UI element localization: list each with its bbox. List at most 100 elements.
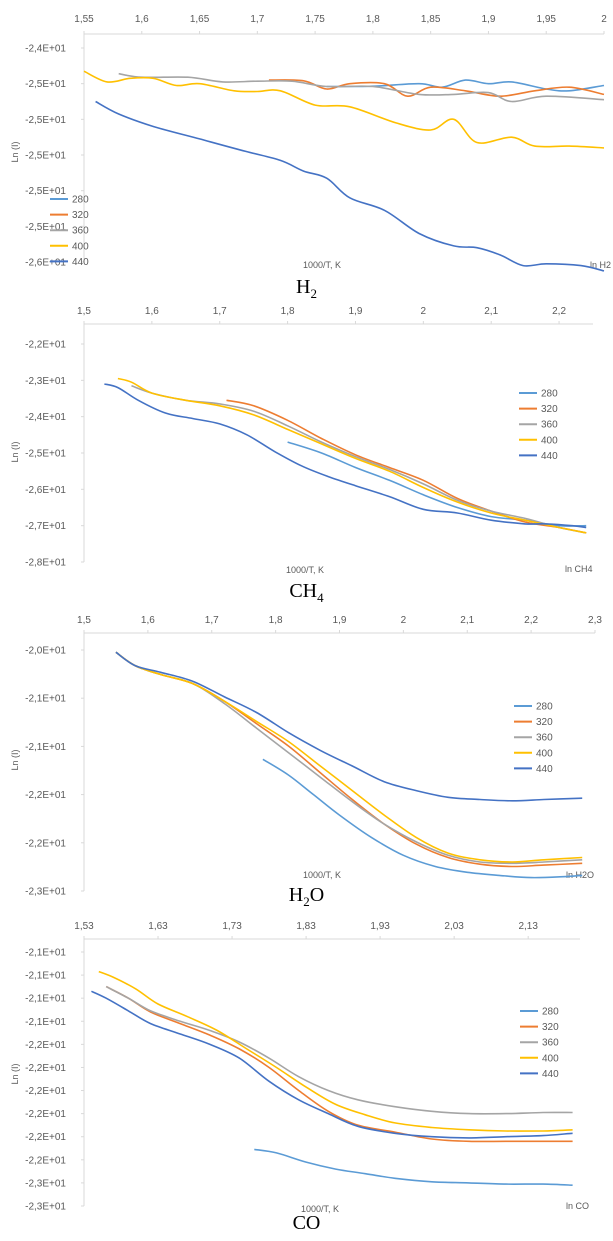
y-tick-label: -2,1E+01 <box>25 694 66 705</box>
y-tick-label: -2,0E+01 <box>25 646 66 657</box>
x-tick-label: 1,8 <box>269 615 283 626</box>
legend-label-320: 320 <box>536 717 553 728</box>
y-tick-label: -2,2E+01 <box>25 1063 66 1074</box>
series-line-320 <box>226 399 587 534</box>
x-axis-title: 1000/T, K <box>303 870 341 880</box>
x-tick-label: 1,55 <box>74 14 94 25</box>
x-tick-label: 1,53 <box>74 921 94 932</box>
series-line-360 <box>105 985 573 1115</box>
x-tick-label: 1,8 <box>281 306 295 317</box>
y-tick-label: -2,3E+01 <box>25 1178 66 1189</box>
legend-label-400: 400 <box>536 748 553 759</box>
x-tick-label: 2,13 <box>518 921 538 932</box>
x-tick-label: 1,6 <box>135 14 149 25</box>
x-tick-label: 1,7 <box>205 615 219 626</box>
corner-label: ln CO <box>566 1201 589 1211</box>
legend-label-360: 360 <box>541 420 558 431</box>
legend-label-360: 360 <box>72 226 89 237</box>
x-axis-title: 1000/T, K <box>286 565 324 575</box>
series-line-400 <box>117 377 587 534</box>
y-tick-label: -2,3E+01 <box>25 887 66 898</box>
x-tick-label: 2,3 <box>588 615 602 626</box>
series-line-440 <box>104 383 587 529</box>
legend-label-440: 440 <box>536 764 553 775</box>
y-tick-label: -2,5E+01 <box>25 79 66 90</box>
y-axis-title: Ln (I) <box>10 141 20 162</box>
y-tick-label: -2,2E+01 <box>25 838 66 849</box>
x-tick-label: 1,65 <box>190 14 210 25</box>
y-tick-label: -2,4E+01 <box>25 44 66 55</box>
x-tick-label: 2,1 <box>460 615 474 626</box>
x-tick-label: 1,73 <box>222 921 242 932</box>
legend-label-400: 400 <box>541 435 558 446</box>
legend-label-320: 320 <box>541 404 558 415</box>
x-tick-label: 1,5 <box>77 306 91 317</box>
series-line-400 <box>98 970 573 1132</box>
chart-caption-h2: H2 <box>296 276 317 301</box>
series-line-280 <box>254 1148 573 1186</box>
chart-caption-co: CO <box>292 1212 321 1234</box>
legend-label-400: 400 <box>542 1053 559 1064</box>
y-tick-label: -2,2E+01 <box>25 1086 66 1097</box>
y-tick-label: -2,1E+01 <box>25 971 66 982</box>
series-line-440 <box>95 100 605 272</box>
y-tick-label: -2,6E+01 <box>25 485 66 496</box>
series-line-400 <box>83 70 605 149</box>
x-axis-title: 1000/T, K <box>301 1204 339 1214</box>
chart-caption-ch4: CH4 <box>289 580 324 605</box>
series-line-320 <box>105 985 573 1143</box>
y-tick-label: -2,5E+01 <box>25 151 66 162</box>
legend-label-360: 360 <box>542 1038 559 1049</box>
y-tick-label: -2,2E+01 <box>25 1040 66 1051</box>
y-tick-label: -2,1E+01 <box>25 948 66 959</box>
series-line-280 <box>262 758 583 879</box>
x-tick-label: 1,6 <box>145 306 159 317</box>
x-tick-label: 1,7 <box>213 306 227 317</box>
y-tick-label: -2,3E+01 <box>25 376 66 387</box>
series-line-360 <box>118 72 605 103</box>
chart-caption-h2o: H2O <box>288 884 325 909</box>
chart-co: 1,53 1,63 1,73 1,83 1,93 2,03 2,13 -2,1E+01 -2,1… <box>10 921 589 1214</box>
legend-label-320: 320 <box>542 1022 559 1033</box>
chart-panel-h2o: 1,5 1,6 1,7 1,8 1,9 2 2,1 2,2 2,3 -2,0E+01 -2,1E+0… <box>0 608 613 914</box>
series-line-440 <box>115 651 583 802</box>
chart-panel-ch4: 1,5 1,6 1,7 1,8 1,9 2 2,1 2,2 -2,2E+01 -2,3E+01 -2… <box>0 302 613 608</box>
chart-panel-h2: 1,55 1,6 1,65 1,7 1,75 1,8 1,85 1,9 1,95 2 -2,4E+0… <box>0 0 613 302</box>
legend-label-440: 440 <box>72 257 89 268</box>
legend-label-360: 360 <box>536 733 553 744</box>
y-tick-label: -2,2E+01 <box>25 790 66 801</box>
y-tick-label: -2,6E+01 <box>25 258 66 269</box>
x-tick-label: 1,95 <box>536 14 556 25</box>
x-tick-label: 2 <box>601 14 607 25</box>
x-tick-label: 1,9 <box>481 14 495 25</box>
chart-panel-co: 1,53 1,63 1,73 1,83 1,93 2,03 2,13 -2,1E+01 -2,1… <box>0 914 613 1241</box>
legend-label-440: 440 <box>541 451 558 462</box>
legend-label-320: 320 <box>72 210 89 221</box>
legend-label-280: 280 <box>542 1007 559 1018</box>
corner-label: ln H2 <box>590 260 611 270</box>
y-tick-label: -2,7E+01 <box>25 521 66 532</box>
chart-ch4: 1,5 1,6 1,7 1,8 1,9 2 2,1 2,2 -2,2E+01 -2,3E+01 -2… <box>10 306 593 575</box>
y-axis-title: Ln (I) <box>10 749 20 770</box>
y-axis-title: Ln (I) <box>10 441 20 462</box>
y-tick-label: -2,8E+01 <box>25 558 66 569</box>
x-tick-label: 1,9 <box>349 306 363 317</box>
legend-label-280: 280 <box>72 195 89 206</box>
x-tick-label: 1,9 <box>333 615 347 626</box>
y-tick-label: -2,3E+01 <box>25 1202 66 1213</box>
x-tick-label: 2,03 <box>444 921 464 932</box>
x-tick-label: 1,5 <box>77 615 91 626</box>
y-tick-label: -2,5E+01 <box>25 449 66 460</box>
y-tick-label: -2,2E+01 <box>25 340 66 351</box>
y-axis-title: Ln (I) <box>10 1063 20 1084</box>
x-tick-label: 1,85 <box>421 14 441 25</box>
y-tick-label: -2,2E+01 <box>25 1132 66 1143</box>
y-tick-label: -2,1E+01 <box>25 1017 66 1028</box>
legend-label-280: 280 <box>541 389 558 400</box>
x-axis-title: 1000/T, K <box>303 260 341 270</box>
legend-label-400: 400 <box>72 241 89 252</box>
y-tick-label: -2,1E+01 <box>25 742 66 753</box>
x-tick-label: 2,2 <box>552 306 566 317</box>
legend-label-440: 440 <box>542 1069 559 1080</box>
y-tick-label: -2,5E+01 <box>25 186 66 197</box>
